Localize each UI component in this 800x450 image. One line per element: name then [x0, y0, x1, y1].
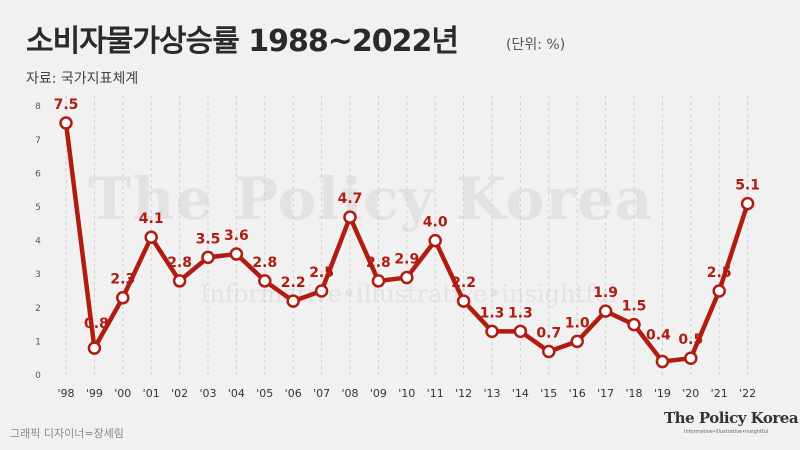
- data-point: [428, 233, 442, 248]
- data-point: [286, 294, 300, 308]
- y-tick-label: 3: [35, 270, 41, 280]
- data-point: [371, 274, 386, 288]
- y-tick-label: 4: [35, 237, 41, 247]
- x-tick-label: '02: [171, 387, 188, 400]
- y-tick-label: 7: [35, 136, 41, 146]
- x-tick-label: '20: [682, 387, 699, 400]
- data-label: 1.9: [593, 285, 618, 301]
- data-point: [87, 341, 102, 355]
- data-label: 4.0: [423, 215, 448, 231]
- data-point: [116, 290, 130, 305]
- data-label: 2.8: [366, 255, 391, 271]
- brand-logo: The Policy Korea: [664, 409, 799, 427]
- designer-credit: 그래픽 디자이너=장세림: [10, 427, 124, 440]
- data-label: 0.8: [84, 316, 109, 332]
- data-point: [258, 274, 272, 288]
- data-point: [229, 247, 244, 261]
- x-tick-label: '01: [143, 387, 160, 400]
- chart-title: 소비자물가상승률 1988~2022년: [26, 24, 459, 59]
- brand-tagline: Informative•illustrative•insightful: [684, 429, 769, 435]
- data-label: 3.6: [224, 228, 249, 244]
- data-label: 2.8: [252, 255, 277, 271]
- data-label: 1.5: [622, 299, 647, 315]
- x-tick-label: '16: [569, 387, 586, 400]
- data-point: [144, 230, 158, 244]
- x-tick-label: '98: [57, 387, 74, 400]
- x-tick-label: '15: [540, 387, 557, 400]
- data-label: 2.5: [309, 265, 334, 281]
- x-tick-label: '07: [313, 387, 330, 400]
- data-label: 5.1: [735, 178, 760, 194]
- data-label: 2.9: [394, 252, 419, 268]
- x-tick-label: '12: [455, 387, 472, 400]
- y-tick-label: 6: [35, 169, 41, 179]
- x-tick-label: '06: [285, 387, 302, 400]
- data-point: [570, 334, 584, 349]
- x-tick-label: '08: [341, 387, 358, 400]
- data-label: 2.2: [451, 275, 476, 291]
- y-tick-label: 1: [35, 337, 41, 347]
- x-tick-label: '17: [597, 387, 614, 400]
- y-tick-label: 5: [35, 203, 41, 213]
- x-tick-label: '03: [199, 387, 216, 400]
- data-label: 2.8: [167, 255, 192, 271]
- data-label: 1.0: [565, 315, 590, 331]
- watermark-text: The Policy Korea: [88, 165, 654, 233]
- data-label: 3.5: [196, 231, 221, 247]
- data-point: [59, 116, 73, 130]
- x-tick-label: '00: [114, 387, 131, 400]
- data-label: 1.3: [508, 305, 533, 321]
- data-point: [513, 324, 528, 339]
- data-point: [655, 354, 670, 369]
- data-label: 0.5: [678, 332, 703, 348]
- source-label: 자료: 국가지표체계: [26, 71, 139, 87]
- data-point: [684, 351, 698, 365]
- data-point: [343, 210, 357, 224]
- data-point: [542, 344, 556, 359]
- x-tick-label: '18: [625, 387, 642, 400]
- data-point: [172, 274, 187, 288]
- data-point: [712, 284, 726, 298]
- data-label: 2.2: [281, 275, 306, 291]
- data-label: 1.3: [480, 305, 505, 321]
- data-point: [740, 196, 755, 211]
- unit-label: (단위: %): [506, 37, 566, 53]
- x-tick-label: '21: [711, 387, 728, 400]
- data-label: 0.7: [536, 325, 561, 341]
- data-label: 7.5: [54, 97, 79, 113]
- y-tick-label: 0: [35, 371, 41, 381]
- x-tick-label: '11: [427, 387, 444, 400]
- data-point: [485, 324, 499, 339]
- data-label: 2.5: [707, 265, 732, 281]
- y-tick-label: 2: [35, 304, 41, 314]
- x-tick-label: '04: [228, 387, 245, 400]
- x-tick-label: '10: [398, 387, 415, 400]
- data-point: [201, 250, 215, 265]
- x-tick-label: '09: [370, 387, 387, 400]
- data-point: [400, 270, 414, 285]
- data-point: [627, 317, 641, 332]
- data-label: 4.7: [338, 191, 363, 207]
- x-tick-label: '14: [512, 387, 529, 400]
- data-label: 0.4: [646, 328, 671, 344]
- x-tick-label: '05: [256, 387, 273, 400]
- data-point: [456, 294, 471, 308]
- x-tick-label: '13: [483, 387, 500, 400]
- x-tick-label: '22: [739, 387, 756, 400]
- x-tick-label: '99: [86, 387, 103, 400]
- x-tick-label: '19: [654, 387, 671, 400]
- data-label: 2.3: [110, 272, 135, 288]
- data-point: [598, 304, 613, 318]
- data-label: 4.1: [139, 211, 164, 227]
- data-point: [314, 284, 329, 298]
- y-tick-label: 8: [35, 102, 41, 112]
